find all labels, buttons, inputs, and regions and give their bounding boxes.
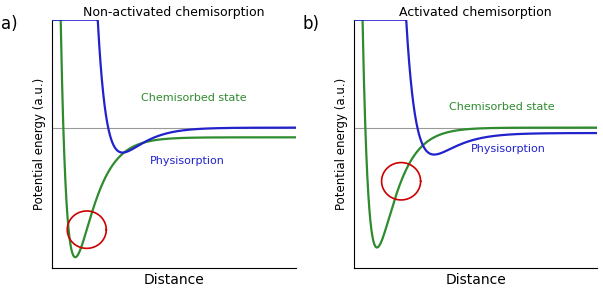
Text: Chemisorbed state: Chemisorbed state: [449, 102, 554, 112]
Text: Physisorption: Physisorption: [150, 156, 225, 166]
Text: Chemisorbed state: Chemisorbed state: [140, 93, 246, 103]
Text: b): b): [303, 15, 320, 33]
Title: Activated chemisorption: Activated chemisorption: [399, 6, 552, 18]
Y-axis label: Potential energy (a.u.): Potential energy (a.u.): [335, 78, 348, 210]
X-axis label: Distance: Distance: [144, 273, 204, 287]
Text: Physisorption: Physisorption: [471, 144, 546, 154]
Title: Non-activated chemisorption: Non-activated chemisorption: [83, 6, 265, 18]
Y-axis label: Potential energy (a.u.): Potential energy (a.u.): [33, 78, 46, 210]
X-axis label: Distance: Distance: [445, 273, 506, 287]
Text: a): a): [1, 15, 17, 33]
